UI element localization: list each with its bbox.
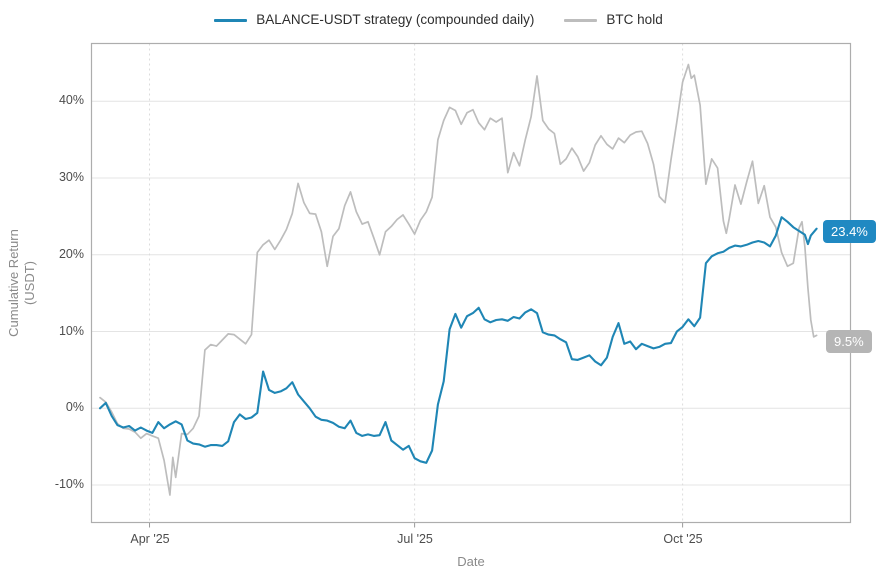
x-axis-title: Date: [457, 554, 485, 569]
legend-item-btc: BTC hold: [564, 11, 663, 29]
strategy-end-value-badge: 23.4%: [823, 220, 876, 243]
y-tick-40: 40%: [58, 93, 84, 107]
y-tick-neg10: -10%: [54, 477, 84, 491]
y-axis-title: Cumulative Return (USDT): [6, 229, 38, 337]
legend-label-strategy: BALANCE-USDT strategy (compounded daily): [256, 12, 535, 27]
y-tick-10: 10%: [58, 324, 84, 338]
y-axis-title-line2: (USDT): [22, 260, 37, 306]
btc-line-swatch-icon: [564, 18, 598, 22]
x-tick-oct: Oct '25: [663, 532, 703, 546]
btc-end-value-badge: 9.5%: [826, 330, 872, 353]
legend-item-strategy: BALANCE-USDT strategy (compounded daily): [214, 11, 534, 29]
y-tick-20: 20%: [58, 247, 84, 261]
strategy-line-swatch-icon: [214, 18, 248, 22]
legend: BALANCE-USDT strategy (compounded daily)…: [0, 11, 877, 29]
legend-label-btc: BTC hold: [606, 12, 663, 27]
y-axis-title-line1: Cumulative Return: [6, 229, 21, 337]
x-tick-apr: Apr '25: [130, 532, 170, 546]
y-tick-30: 30%: [58, 170, 84, 184]
x-tick-jul: Jul '25: [397, 532, 433, 546]
y-tick-0: 0%: [65, 400, 84, 414]
